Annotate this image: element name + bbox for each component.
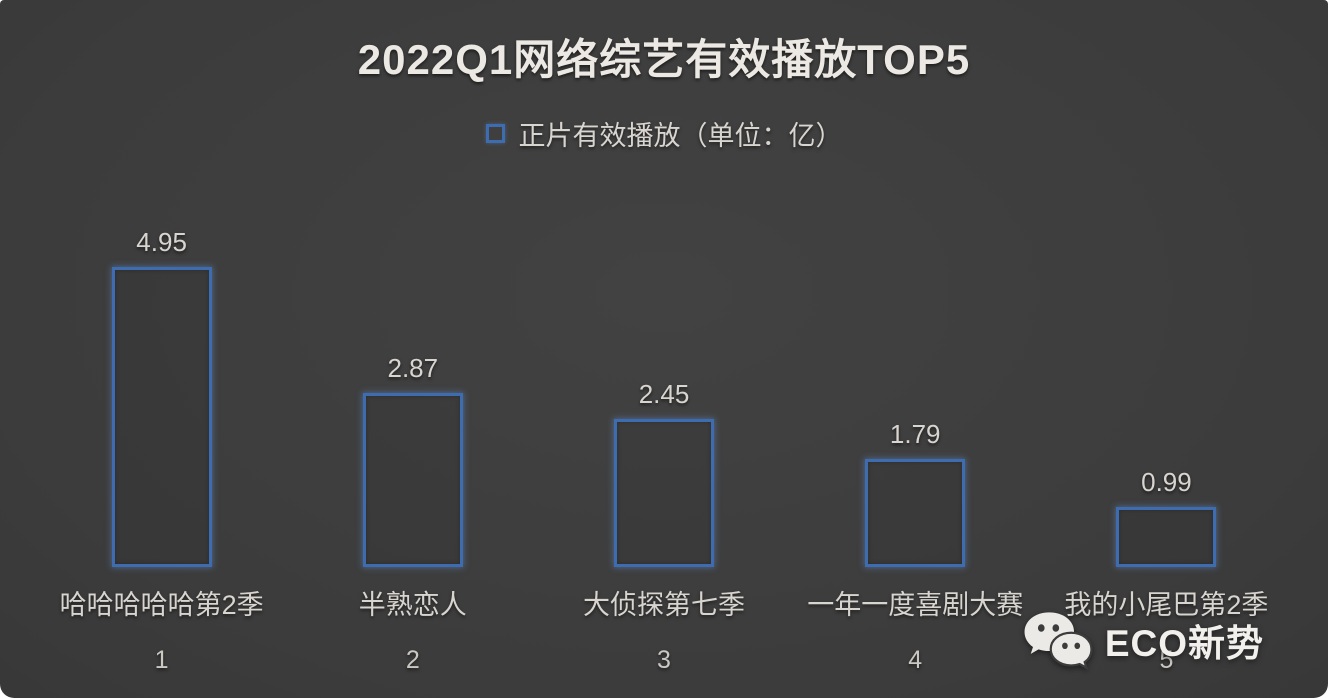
category-label: 半熟恋人: [358, 590, 467, 620]
rank-label: 4: [908, 646, 923, 674]
category-label: 哈哈哈哈哈第2季: [59, 590, 264, 620]
rank-label: 1: [154, 646, 169, 674]
chart-title: 2022Q1网络综艺有效播放TOP5: [357, 36, 971, 83]
legend-label: 正片有效播放（单位：亿）: [518, 120, 843, 151]
bar-column: 2.45: [538, 379, 789, 567]
bar-value-label: 2.45: [638, 379, 690, 409]
bar-value-label: 0.99: [1141, 467, 1192, 497]
category-label: 大侦探第七季: [583, 590, 745, 620]
category-label: 我的小尾巴第2季: [1064, 590, 1269, 620]
bar-column: 2.87: [287, 353, 538, 567]
bar-column: 1.79: [790, 419, 1041, 567]
bar-column: 4.95: [36, 227, 287, 567]
bar: [865, 459, 966, 567]
legend: 正片有效播放（单位：亿）: [0, 117, 1328, 151]
category-axis: 哈哈哈哈哈第2季 半熟恋人 大侦探第七季 一年一度喜剧大赛 我的小尾巴第2季: [0, 583, 1328, 622]
bar: [1116, 507, 1217, 567]
rank-label: 5: [1159, 646, 1174, 674]
bar: [111, 267, 212, 567]
bar-plot-area: 4.95 2.87 2.45 1.79 0.99: [0, 149, 1328, 567]
rank-label: 2: [405, 646, 420, 674]
bar-column: 0.99: [1041, 467, 1292, 567]
bar: [362, 393, 463, 567]
rank-label: 3: [657, 646, 671, 674]
bar-value-label: 2.87: [387, 353, 439, 383]
wechat-icon: [1024, 612, 1093, 670]
bar-value-label: 1.79: [889, 419, 941, 449]
bar-value-label: 4.95: [136, 227, 187, 257]
watermark-text: ECO新势: [1104, 623, 1264, 664]
rank-axis: 1 2 3 4 5: [0, 646, 1328, 675]
category-label: 一年一度喜剧大赛: [807, 590, 1024, 620]
bar: [614, 419, 714, 567]
legend-square-icon: [485, 123, 505, 143]
watermark-logo: ECO新势: [1021, 608, 1264, 672]
